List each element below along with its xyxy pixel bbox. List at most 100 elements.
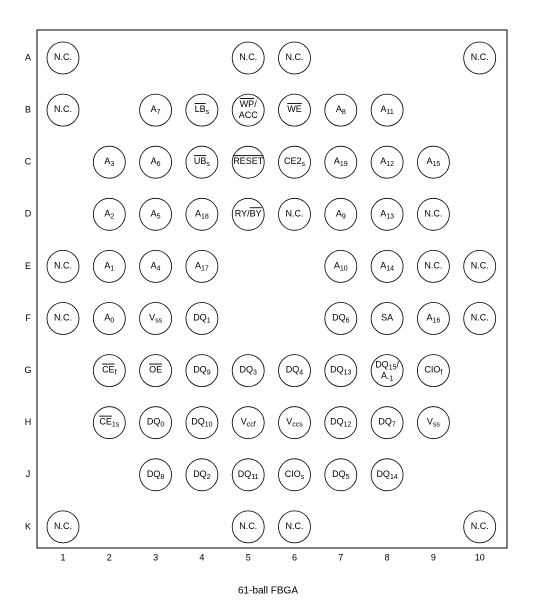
- label-part: 8: [160, 474, 164, 481]
- label-part: A: [426, 313, 432, 323]
- ball-label: DQ3: [239, 365, 257, 376]
- label-part: N.C.: [239, 521, 257, 531]
- ball-label: RESET: [233, 157, 264, 167]
- row-label: A: [25, 52, 31, 62]
- ball-label: A12: [380, 157, 394, 168]
- ball-label: N.C.: [286, 209, 304, 219]
- ball: [185, 354, 219, 388]
- ball-label: DQ14: [376, 469, 397, 480]
- ball-label: N.C.: [286, 521, 304, 531]
- ball: [231, 510, 265, 544]
- ball-label: Vccs: [286, 417, 303, 428]
- ball: [370, 302, 404, 335]
- ball-label: A19: [334, 157, 348, 168]
- ball: [463, 41, 497, 75]
- ball-label: N.C.: [286, 52, 304, 62]
- ball-label: WP/: [240, 99, 258, 109]
- ball: [416, 249, 450, 283]
- ball-label: OE: [149, 365, 162, 375]
- label-part: 11: [251, 474, 258, 481]
- label-part: A: [195, 209, 201, 219]
- ball-label: A6: [151, 157, 161, 168]
- ball-label: A8: [336, 104, 346, 115]
- label-part: 3: [110, 161, 114, 168]
- package-outline: [36, 29, 508, 549]
- column-label: 6: [292, 552, 297, 562]
- row-label: C: [25, 157, 32, 167]
- ball: [92, 249, 126, 283]
- label-part: 0: [110, 317, 114, 324]
- ball-label: DQ1: [193, 313, 211, 324]
- ball: [139, 406, 173, 440]
- ball-label: RY/BY: [235, 209, 262, 219]
- label-part: V: [427, 417, 433, 427]
- ball: [278, 145, 311, 179]
- ball: [92, 197, 126, 231]
- row-label: D: [25, 209, 32, 219]
- label-part: LB: [195, 104, 206, 114]
- label-part: N.C.: [286, 209, 304, 219]
- label-part: 9: [342, 213, 346, 220]
- ball: [370, 93, 404, 127]
- label-part: 18: [201, 213, 209, 220]
- ball: [231, 406, 265, 440]
- label-part: DQ: [191, 417, 205, 427]
- ball: [416, 197, 450, 231]
- ball-label: CIOf: [424, 365, 442, 376]
- ball: [324, 197, 358, 231]
- ball-label: A0: [104, 313, 114, 324]
- label-part: CE: [102, 365, 115, 375]
- ball: [46, 302, 80, 335]
- ball: [370, 197, 404, 231]
- label-part: CIO: [285, 469, 301, 479]
- label-part: s: [302, 161, 306, 168]
- ball: [231, 354, 265, 388]
- label-part: N.C.: [471, 313, 489, 323]
- label-part: DQ: [193, 365, 207, 375]
- ball: [46, 249, 80, 283]
- label-part: 14: [386, 265, 394, 272]
- row-label: F: [25, 313, 31, 323]
- ball: [324, 249, 358, 283]
- label-part: 1s: [112, 422, 120, 429]
- label-part: 13: [386, 213, 394, 220]
- ball-label: A4: [151, 261, 161, 272]
- row-label: G: [24, 365, 31, 375]
- label-part: A: [151, 157, 157, 167]
- label-part: 14: [390, 474, 398, 481]
- ball: [278, 41, 311, 75]
- ball: [278, 510, 311, 544]
- ball: [231, 93, 265, 127]
- label-part: UB: [194, 157, 207, 167]
- label-part: A: [151, 209, 157, 219]
- ball: [139, 145, 173, 179]
- label-part: DQ: [332, 313, 346, 323]
- label-part: A: [336, 209, 342, 219]
- ball: [46, 93, 80, 127]
- ball: [185, 249, 219, 283]
- label-part: 2: [207, 474, 211, 481]
- label-part: DQ: [286, 365, 300, 375]
- ball: [139, 354, 173, 388]
- ball: [185, 145, 219, 179]
- ball: [416, 302, 450, 335]
- ball-label: Vss: [149, 313, 163, 324]
- label-part: RESET: [233, 157, 264, 167]
- ball-label: A7: [151, 104, 161, 115]
- ball: [139, 302, 173, 335]
- ball: [463, 510, 497, 544]
- label-part: WE: [287, 104, 302, 114]
- label-part: ccs: [292, 422, 303, 429]
- row-label: H: [25, 417, 32, 427]
- ball: [324, 406, 358, 440]
- label-part: N.C.: [54, 521, 72, 531]
- ball: [46, 510, 80, 544]
- label-part: 15: [433, 161, 441, 168]
- ball: [463, 302, 497, 335]
- label-part: N.C.: [471, 521, 489, 531]
- label-part: 16: [433, 317, 441, 324]
- ball-label: DQ6: [332, 313, 350, 324]
- ball-label: N.C.: [424, 209, 442, 219]
- ball-label: N.C.: [54, 521, 72, 531]
- label-part: A: [151, 261, 157, 271]
